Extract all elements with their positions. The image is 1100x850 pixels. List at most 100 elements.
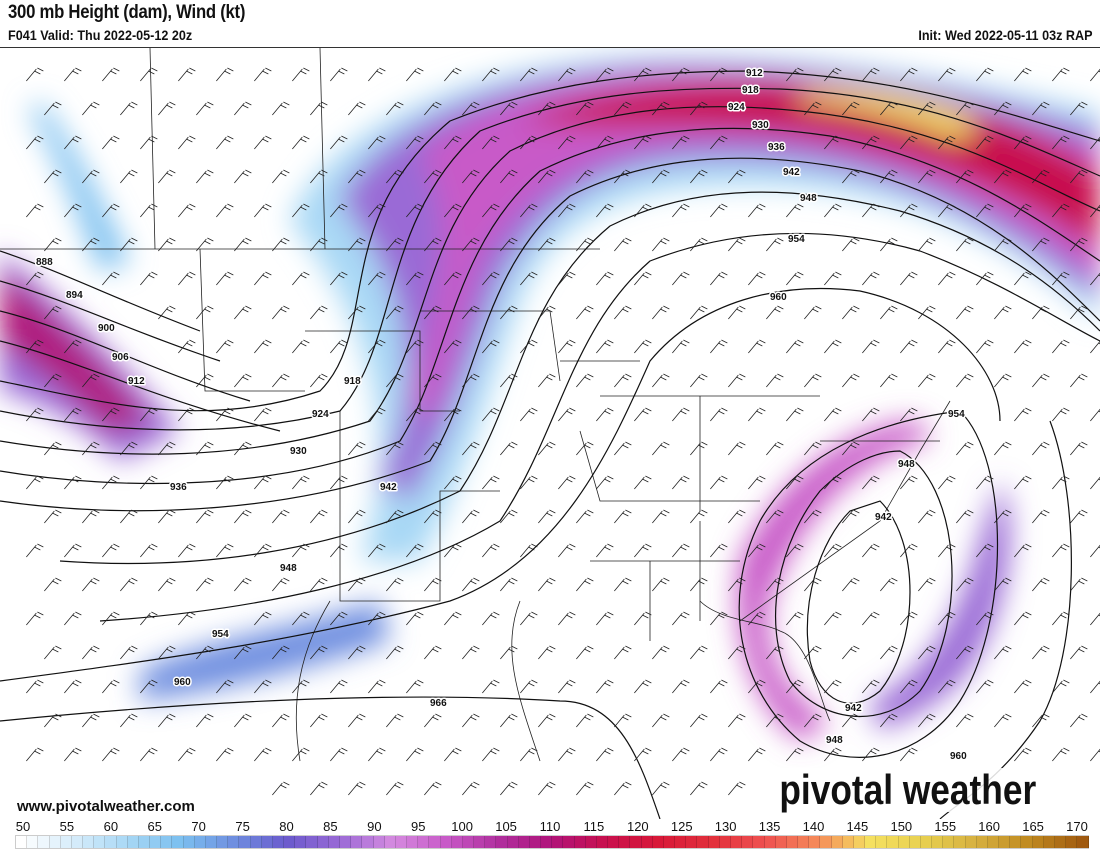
contour-label: 906 xyxy=(112,352,129,363)
wind-barb xyxy=(424,441,442,456)
wind-barb xyxy=(272,373,290,388)
wind-barb xyxy=(1032,645,1050,660)
wind-barb xyxy=(348,713,366,728)
wind-barb xyxy=(1032,169,1050,184)
wind-barb xyxy=(748,679,766,694)
contour-label: 918 xyxy=(742,85,759,96)
wind-barb xyxy=(918,305,936,320)
colorbar-swatch xyxy=(697,836,709,848)
wind-barb xyxy=(330,271,348,286)
wind-barb xyxy=(178,339,196,354)
wind-shading xyxy=(0,55,1100,741)
contour-label: 954 xyxy=(948,409,965,420)
wind-barb xyxy=(348,509,366,524)
wind-barb xyxy=(292,679,310,694)
wind-barb xyxy=(576,713,594,728)
wind-barb xyxy=(956,645,974,660)
colorbar-swatch xyxy=(217,836,229,848)
wind-barb xyxy=(576,441,594,456)
contour-label: 960 xyxy=(174,677,191,688)
wind-barb xyxy=(386,781,404,796)
wind-barb xyxy=(44,101,62,116)
wind-barb xyxy=(880,305,898,320)
wind-barb xyxy=(196,169,214,184)
wind-barb xyxy=(254,611,272,626)
wind-barb xyxy=(178,611,196,626)
wind-barb xyxy=(862,475,880,490)
wind-barb xyxy=(310,373,328,388)
wind-barb xyxy=(994,101,1012,116)
wind-barb xyxy=(956,577,974,592)
wind-barb xyxy=(444,135,462,150)
wind-barb xyxy=(824,407,842,422)
wind-barb xyxy=(1014,339,1032,354)
wind-barb xyxy=(634,747,652,762)
wind-barb xyxy=(786,747,804,762)
wind-barb xyxy=(26,339,44,354)
wind-barb xyxy=(368,747,386,762)
wind-barb xyxy=(652,441,670,456)
wind-barb xyxy=(596,679,614,694)
wind-barb xyxy=(158,169,176,184)
wind-barb xyxy=(406,747,424,762)
wind-barb xyxy=(44,373,62,388)
colorbar-tick-label: 140 xyxy=(802,819,825,834)
wind-barb xyxy=(710,679,728,694)
wind-barb xyxy=(690,101,708,116)
wind-barb xyxy=(234,305,252,320)
wind-barb xyxy=(842,101,860,116)
wind-barb xyxy=(900,407,918,422)
wind-barb xyxy=(348,237,366,252)
wind-barb xyxy=(44,645,62,660)
wind-barb xyxy=(614,305,632,320)
wind-barb xyxy=(330,339,348,354)
wind-barb xyxy=(462,237,480,252)
wind-barb xyxy=(976,679,994,694)
wind-barb xyxy=(672,203,690,218)
wind-barb xyxy=(748,475,766,490)
wind-barb xyxy=(824,543,842,558)
wind-barb xyxy=(748,611,766,626)
wind-barb xyxy=(140,543,158,558)
wind-barb xyxy=(424,781,442,796)
wind-barb xyxy=(44,169,62,184)
colorbar-swatch xyxy=(295,836,307,848)
colorbar-swatch xyxy=(60,836,72,848)
wind-barb xyxy=(292,203,310,218)
colorbar-tick-label: 70 xyxy=(191,819,206,834)
wind-barb xyxy=(538,645,556,660)
wind-barb xyxy=(234,169,252,184)
colorbar-swatch xyxy=(250,836,262,848)
wind-barb xyxy=(880,713,898,728)
wind-barb xyxy=(938,543,956,558)
wind-barb xyxy=(140,67,158,82)
wind-barb xyxy=(956,237,974,252)
wind-barb xyxy=(102,67,120,82)
wind-barb xyxy=(386,305,404,320)
wind-barb xyxy=(406,67,424,82)
wind-barb xyxy=(82,577,100,592)
wind-barb xyxy=(310,305,328,320)
wind-barb xyxy=(102,407,120,422)
wind-barb xyxy=(272,305,290,320)
wind-barb xyxy=(1052,203,1070,218)
wind-barb xyxy=(272,169,290,184)
wind-barb xyxy=(102,611,120,626)
wind-barb xyxy=(766,509,784,524)
colorbar-swatch xyxy=(1054,836,1067,848)
wind-barb xyxy=(538,373,556,388)
wind-barb xyxy=(1014,611,1032,626)
colorbar-swatch xyxy=(585,836,597,848)
wind-barb xyxy=(348,577,366,592)
contour-label: 948 xyxy=(898,459,915,470)
contour-label: 948 xyxy=(800,193,817,204)
wind-barb xyxy=(824,339,842,354)
wind-barb xyxy=(766,441,784,456)
wind-barb xyxy=(158,577,176,592)
wind-barb xyxy=(424,509,442,524)
wind-barb xyxy=(424,101,442,116)
wind-barb xyxy=(1032,101,1050,116)
wind-barb xyxy=(368,339,386,354)
wind-barb xyxy=(310,781,328,796)
wind-barb xyxy=(994,509,1012,524)
